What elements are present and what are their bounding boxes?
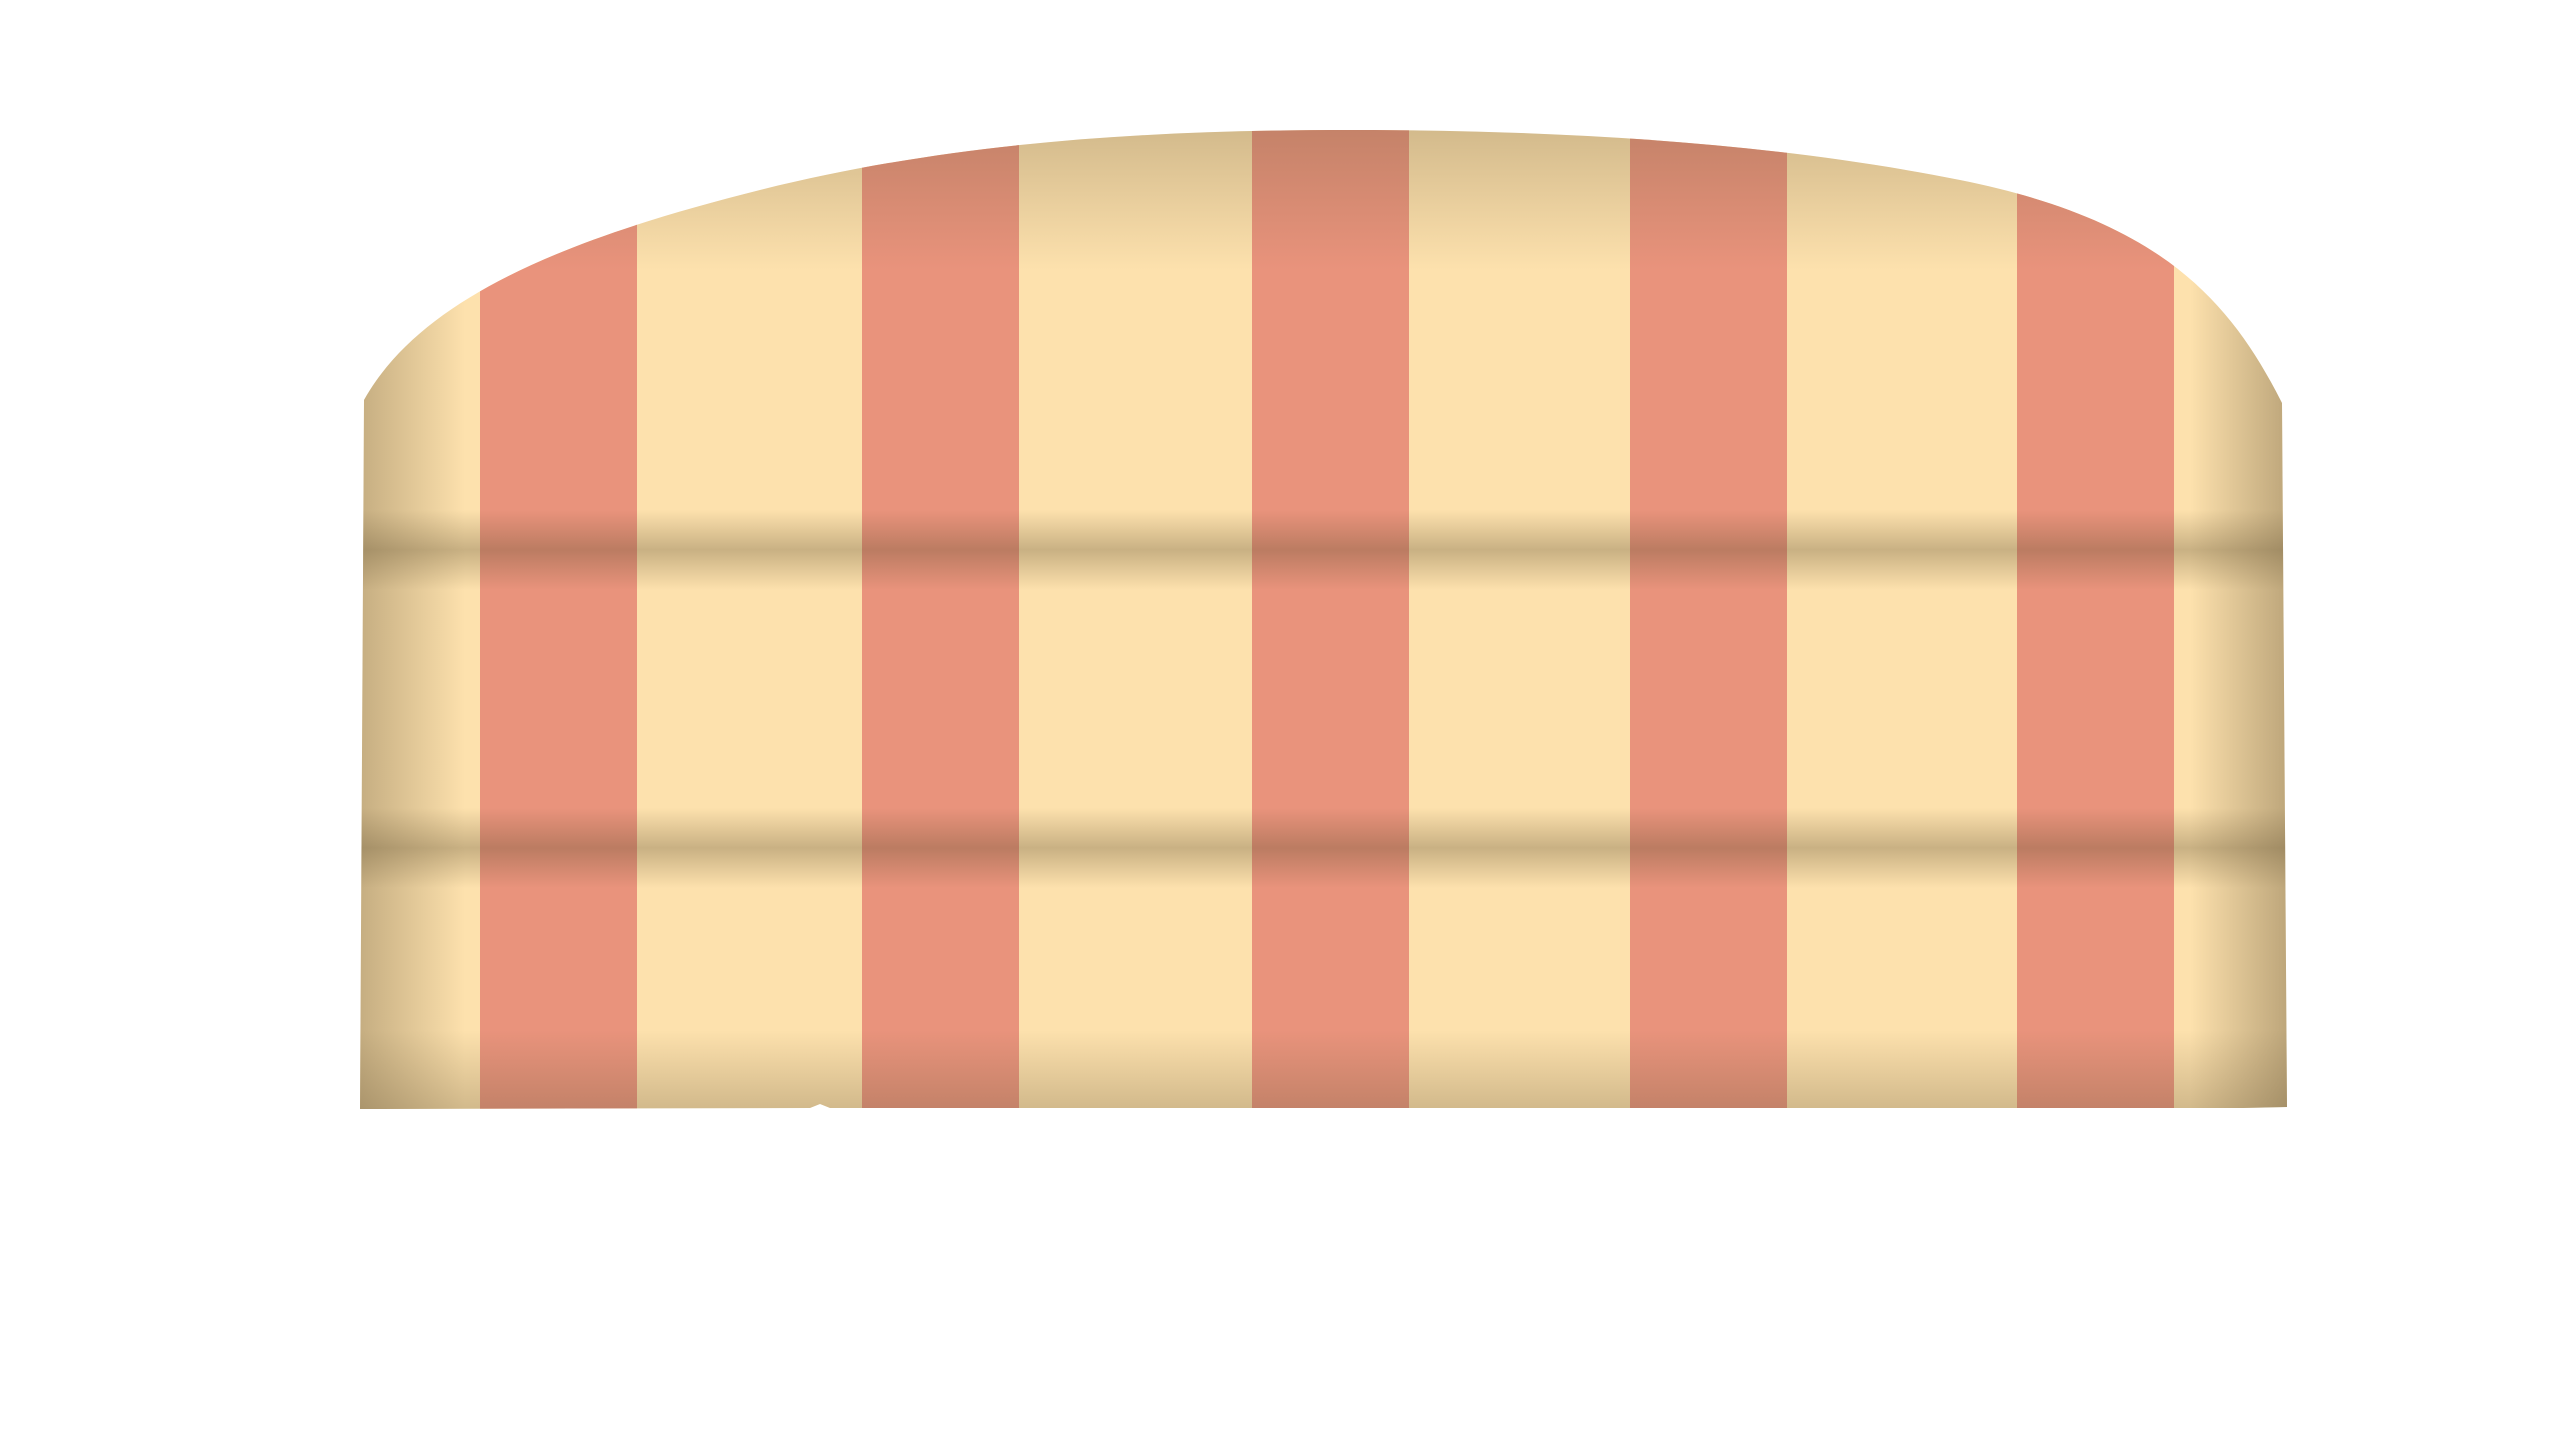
right-shading [2190, 130, 2287, 1109]
stripe-4 [1630, 130, 1787, 1109]
stripe-2 [862, 130, 1019, 1109]
tuft-band-lower [360, 808, 2287, 888]
tuft-band-upper [360, 510, 2287, 590]
top-shading [360, 130, 2287, 270]
headboard-body [360, 130, 2287, 1109]
stripe-5 [2017, 130, 2174, 1109]
bottom-shading [360, 1030, 2287, 1109]
stripe-1 [480, 130, 637, 1109]
left-shading [360, 130, 465, 1109]
stripe-3 [1252, 130, 1409, 1109]
